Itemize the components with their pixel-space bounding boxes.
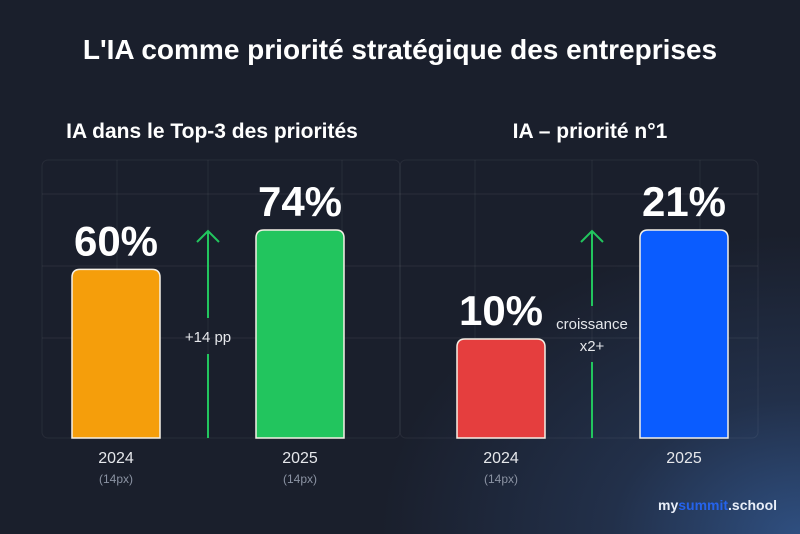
value-label: 21%: [642, 178, 726, 225]
bar-2024: [71, 268, 161, 439]
category-note: (14px): [283, 472, 317, 486]
value-label: 10%: [459, 287, 543, 334]
growth-annotation: +14 pp: [185, 329, 231, 346]
arrowhead-icon: [580, 229, 604, 243]
category-note: (14px): [484, 472, 518, 486]
growth-annotation: x2+: [580, 338, 605, 355]
bar-2025: [255, 229, 345, 439]
chart-title-priority1: IA – priorité n°1: [512, 120, 668, 143]
category-label: 2024: [483, 450, 519, 467]
value-label: 74%: [258, 178, 342, 225]
chart-frame: [399, 159, 759, 439]
growth-annotation: croissance: [556, 316, 628, 333]
arrowhead-icon: [196, 229, 220, 243]
category-label: 2025: [282, 450, 318, 467]
page-title: L'IA comme priorité stratégique des entr…: [82, 34, 718, 65]
bar-2025: [639, 229, 729, 439]
chart-frame: [41, 159, 401, 439]
chart-title-top3: IA dans le Top-3 des priorités: [66, 120, 358, 143]
bar-2024: [456, 338, 546, 439]
value-label: 60%: [74, 217, 158, 264]
logo: mysummit.school: [658, 497, 778, 513]
category-label: 2024: [98, 450, 134, 467]
category-label: 2025: [666, 450, 702, 467]
category-note: (14px): [99, 472, 133, 486]
